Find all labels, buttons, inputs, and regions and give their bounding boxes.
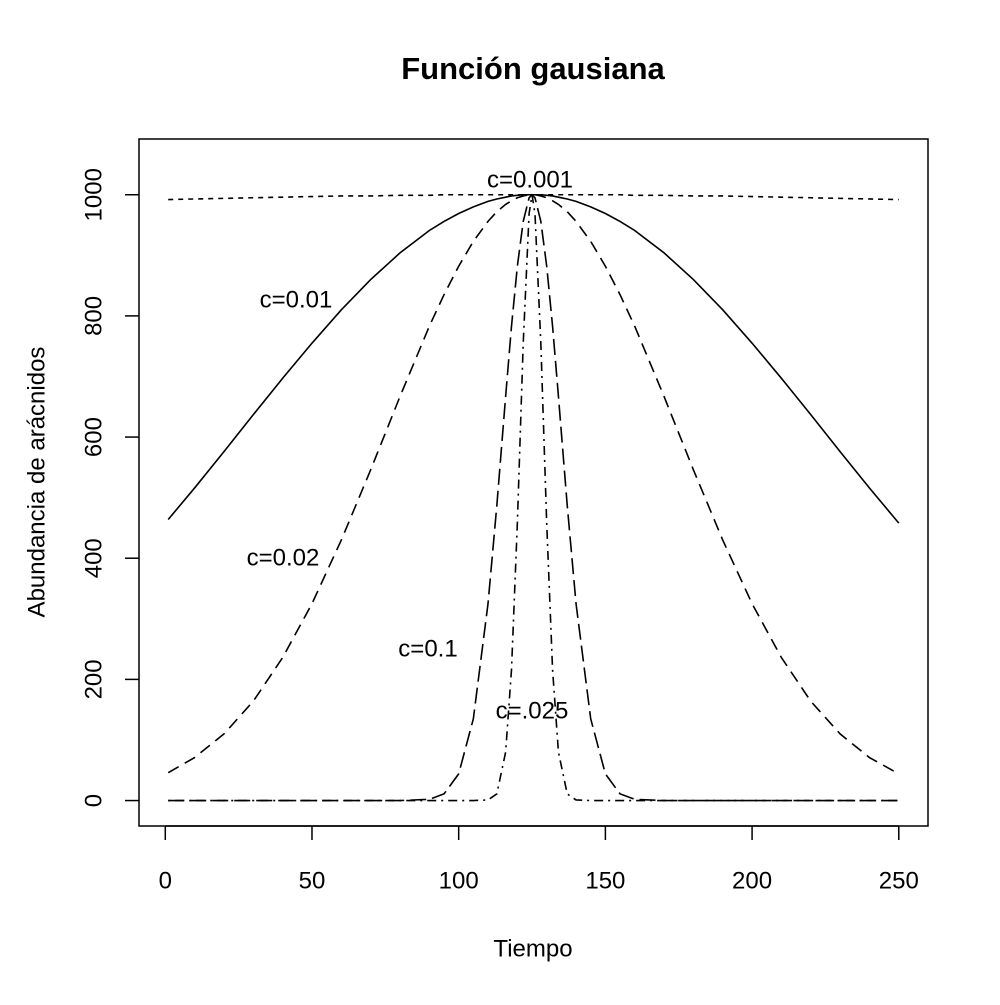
y-tick-label: 0 (80, 794, 107, 807)
y-axis-label: Abundancia de arácnidos (23, 347, 50, 618)
y-tick-label: 600 (80, 417, 107, 457)
series-line (167, 193, 900, 775)
y-tick-label: 200 (80, 659, 107, 699)
series-label: c=0.001 (487, 166, 573, 193)
x-tick-label: 150 (585, 867, 625, 894)
series-label: c=0.01 (260, 286, 333, 313)
y-tick-label: 400 (80, 538, 107, 578)
x-tick-label: 0 (159, 867, 172, 894)
series-label: c=.025 (496, 697, 569, 724)
x-tick-label: 100 (439, 867, 479, 894)
series-line (168, 194, 899, 802)
series-label: c=0.1 (398, 635, 457, 662)
x-axis-label: Tiempo (493, 935, 572, 962)
series-label: c=0.02 (247, 544, 320, 571)
x-tick-label: 50 (299, 867, 326, 894)
x-tick-label: 250 (879, 867, 919, 894)
y-tick-label: 1000 (80, 168, 107, 221)
x-tick-label: 200 (732, 867, 772, 894)
y-tick-label: 800 (80, 296, 107, 336)
chart-title: Función gausiana (401, 51, 665, 86)
